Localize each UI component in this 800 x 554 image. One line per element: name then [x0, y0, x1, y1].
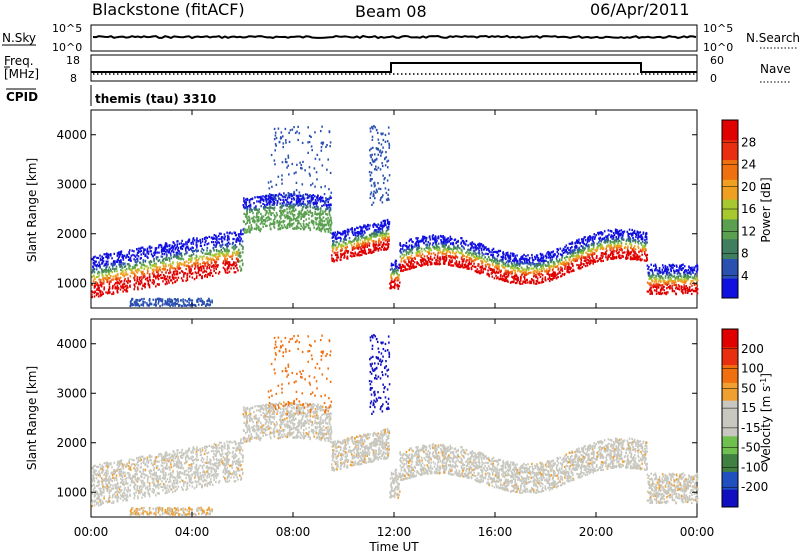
- freq-trace: [91, 62, 697, 73]
- nsky-tick-top: 10^5: [52, 22, 82, 35]
- colorbar-segment: [722, 418, 738, 437]
- colorbar-segment: [722, 435, 738, 455]
- nave-tick-bottom: 0: [710, 72, 717, 85]
- vel-ylabel: Slant Range [km]: [25, 366, 39, 470]
- colorbar-tick-label: 4: [741, 269, 749, 283]
- xtick-label: 16:00: [478, 525, 513, 539]
- colorbar-tick-label: 28: [741, 135, 756, 149]
- colorbar-segment: [722, 238, 738, 259]
- vel-cbar-label-main: Velocity [m s: [759, 386, 773, 463]
- xtick-label: 00:00: [74, 525, 109, 539]
- power-scatter: [91, 124, 699, 308]
- colorbar-tick-label: 50: [741, 381, 756, 395]
- colorbar-tick-label: 24: [741, 158, 756, 172]
- colorbar-tick-label: -200: [741, 480, 768, 494]
- nsky-panel: N.Sky 10^5 10^0 10^5 10^0 N.Search: [2, 22, 800, 54]
- ytick-label: 1000: [56, 485, 87, 499]
- nsearch-label: N.Search: [746, 31, 800, 45]
- freq-tick-top: 18: [66, 54, 80, 67]
- ytick-label: 3000: [56, 177, 87, 191]
- ytick-label: 2000: [56, 227, 87, 241]
- x-axis: 00:00 04:00 08:00 12:00 16:00 20:00 00:00: [74, 110, 715, 539]
- colorbar-tick-label: -15: [741, 421, 761, 435]
- freq-label-top: Freq.: [4, 54, 34, 68]
- xtick-label: 12:00: [377, 525, 412, 539]
- colorbar-tick-label: -50: [741, 441, 761, 455]
- cpid-label: CPID: [6, 90, 38, 104]
- x-axis-label: Time UT: [368, 540, 419, 554]
- colorbar-segment: [722, 139, 738, 161]
- colorbar-segment: [722, 471, 738, 490]
- velocity-scatter: [91, 333, 699, 517]
- nsky-right-tick-bottom: 10^0: [703, 41, 733, 54]
- colorbar-segment: [722, 400, 738, 419]
- ytick-label: 2000: [56, 436, 87, 450]
- velocity-panel: 1000 2000 3000 4000 Slant Range [km]: [25, 318, 699, 518]
- nsky-label: N.Sky: [2, 31, 36, 45]
- colorbar-tick-label: 15: [741, 401, 756, 415]
- colorbar-segment: [722, 346, 738, 366]
- date-label: 06/Apr/2011: [590, 0, 690, 19]
- colorbar-segment: [722, 489, 738, 508]
- colorbar-tick-label: 12: [741, 224, 756, 238]
- colorbar-segment: [722, 329, 738, 348]
- ytick-label: 3000: [56, 386, 87, 400]
- xtick-label: 20:00: [579, 525, 614, 539]
- colorbar-tick-label: 16: [741, 202, 756, 216]
- cpid-panel: CPID themis (tau) 3310: [6, 85, 216, 106]
- colorbar-segment: [722, 278, 738, 299]
- power-ylabel: Slant Range [km]: [25, 158, 39, 262]
- colorbar-segment: [722, 179, 738, 200]
- colorbar-tick-label: -100: [741, 460, 768, 474]
- colorbar-tick-label: 8: [741, 247, 749, 261]
- ytick-label: 1000: [56, 276, 87, 290]
- beam-label: Beam 08: [355, 2, 427, 21]
- freq-panel: Freq. [MHz] 18 8 60 0 Nave: [4, 54, 791, 85]
- velocity-colorbar: 200 100 50 15 -15 -50 -100 -200: [721, 328, 768, 508]
- nave-tick-top: 60: [710, 54, 724, 67]
- freq-label-bottom: [MHz]: [4, 67, 39, 81]
- freq-tick-bottom: 8: [70, 72, 77, 85]
- figure-title: Blackstone (fitACF): [92, 0, 245, 19]
- power-panel: 1000 2000 3000 4000 Slant Range [km]: [25, 109, 699, 309]
- cpid-text: themis (tau) 3310: [95, 92, 216, 106]
- xtick-label: 00:00: [680, 525, 715, 539]
- xtick-label: 04:00: [175, 525, 210, 539]
- ytick-label: 4000: [56, 337, 87, 351]
- vel-cbar-label-sup: -1: [759, 378, 768, 386]
- colorbar-segment: [722, 364, 738, 383]
- nsky-tick-bottom: 10^0: [52, 41, 82, 54]
- nave-label: Nave: [760, 62, 791, 76]
- colorbar-segment: [722, 258, 738, 279]
- colorbar-tick-label: 100: [741, 362, 764, 376]
- power-cbar-label: Power [dB]: [759, 177, 773, 242]
- nsky-trace: [92, 34, 697, 40]
- colorbar-tick-label: 200: [741, 342, 764, 356]
- nsky-right-tick-top: 10^5: [703, 22, 733, 35]
- colorbar-segment: [722, 218, 738, 240]
- xtick-label: 08:00: [276, 525, 311, 539]
- colorbar-segment: [722, 159, 738, 180]
- colorbar-segment: [722, 453, 738, 472]
- colorbar-segment: [722, 120, 738, 141]
- vel-cbar-label-end: ]: [759, 373, 773, 378]
- colorbar-tick-label: 20: [741, 180, 756, 194]
- power-colorbar: 4 8 12 16 20 24 28: [721, 119, 756, 299]
- colorbar-segment: [722, 382, 738, 401]
- ytick-label: 4000: [56, 128, 87, 142]
- vel-cbar-label: Velocity [m s-1]: [759, 373, 774, 463]
